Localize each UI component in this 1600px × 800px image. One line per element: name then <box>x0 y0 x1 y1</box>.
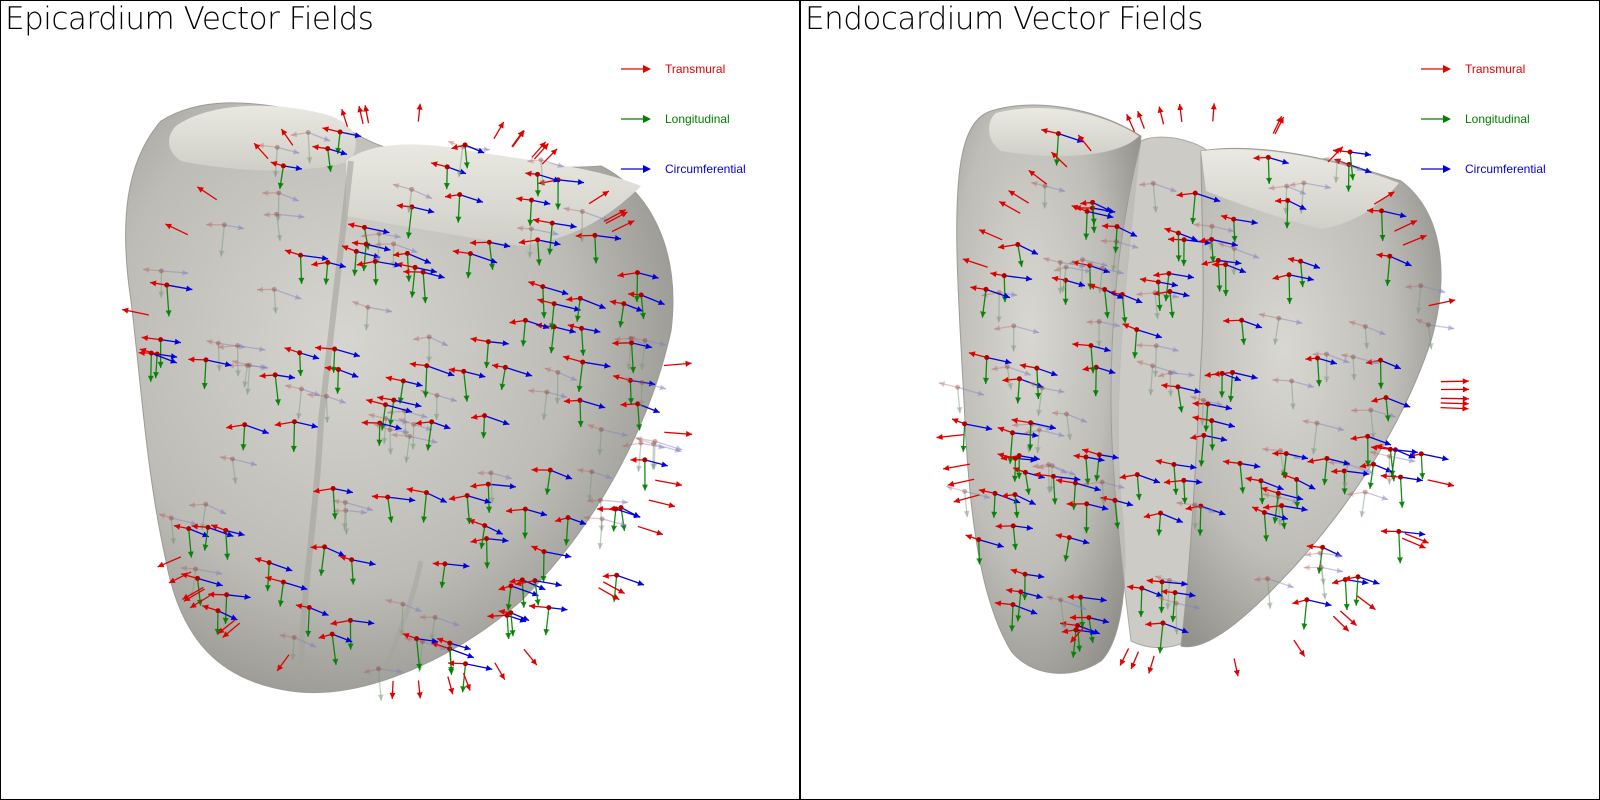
endocardium-vector-glyphs <box>936 103 1469 677</box>
green-arrow-icon <box>1421 115 1451 123</box>
legend-item-circumferential: Circumferential <box>619 159 746 179</box>
legend-item-longitudinal: Longitudinal <box>619 109 730 129</box>
epicardium-panel: Epicardium Vector Fields Transmural Long… <box>0 0 800 800</box>
green-arrow-icon <box>621 115 651 123</box>
epicardium-vector-glyphs <box>122 103 693 701</box>
endocardium-heart-render <box>936 103 1469 677</box>
legend-label: Longitudinal <box>1465 112 1530 126</box>
legend-label: Transmural <box>1465 62 1526 76</box>
legend-label: Circumferential <box>665 162 746 176</box>
red-arrow-icon <box>1421 65 1451 73</box>
legend-label: Circumferential <box>1465 162 1546 176</box>
legend-label: Longitudinal <box>665 112 730 126</box>
epicardium-heart-render <box>122 102 693 701</box>
red-arrow-icon <box>621 65 651 73</box>
endocardium-panel: Endocardium Vector Fields Transmural Lon… <box>800 0 1600 800</box>
blue-arrow-icon <box>1421 165 1451 173</box>
panel-title: Endocardium Vector Fields <box>805 1 1203 37</box>
blue-arrow-icon <box>621 165 651 173</box>
legend-item-transmural: Transmural <box>619 59 725 79</box>
legend-item-longitudinal: Longitudinal <box>1419 109 1530 129</box>
legend-item-transmural: Transmural <box>1419 59 1525 79</box>
legend-label: Transmural <box>665 62 726 76</box>
panel-title: Epicardium Vector Fields <box>5 1 374 37</box>
legend-item-circumferential: Circumferential <box>1419 159 1546 179</box>
